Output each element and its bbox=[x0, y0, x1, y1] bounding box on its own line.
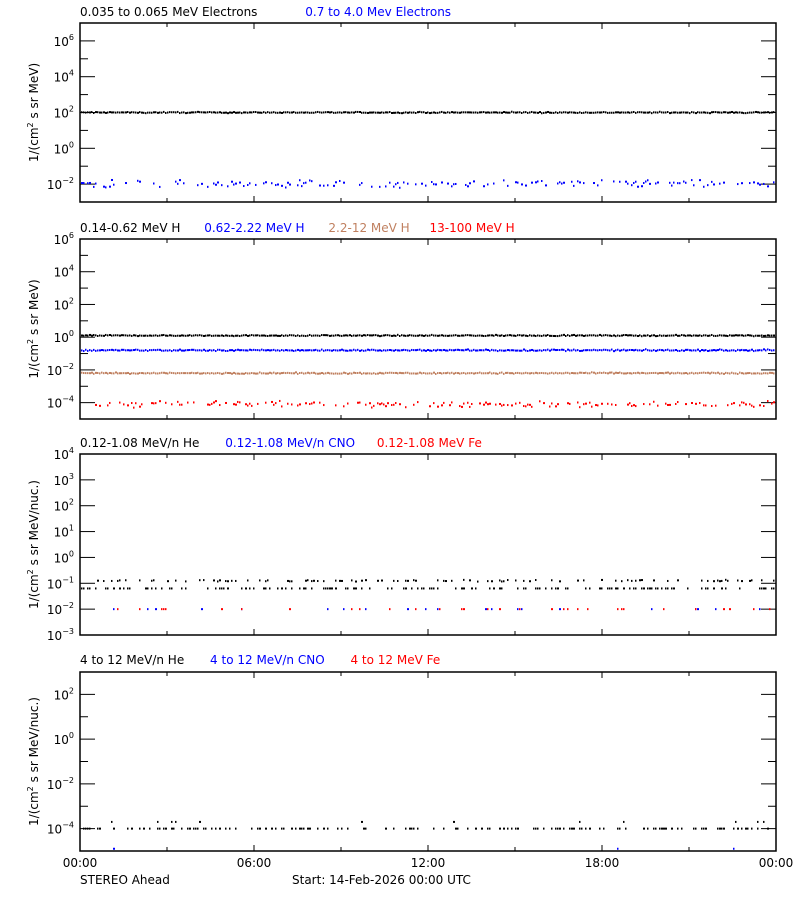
y-tick-label: 102 bbox=[54, 686, 74, 702]
y-tick-label: 104 bbox=[54, 264, 74, 280]
legend-entry: 0.035 to 0.065 MeV Electrons bbox=[80, 5, 258, 19]
y-tick-label: 102 bbox=[54, 296, 74, 312]
x-tick-label: 12:00 bbox=[410, 856, 446, 870]
start-time-label: Start: 14-Feb-2026 00:00 UTC bbox=[292, 873, 471, 887]
x-tick-label: 18:00 bbox=[584, 856, 620, 870]
y-tick-label: 100 bbox=[54, 731, 74, 747]
legend-entry: 2.2-12 MeV H bbox=[328, 221, 410, 235]
y-tick-label: 106 bbox=[54, 231, 74, 247]
plot-frame bbox=[79, 671, 777, 852]
y-axis-label: 1/(cm2 s sr MeV/nuc.) bbox=[26, 480, 41, 609]
y-tick-label: 100 bbox=[54, 329, 74, 345]
legend-entry: 0.12-1.08 MeV/n He bbox=[80, 436, 200, 450]
panel-3: 104 103 102 101 100 10−1 10−2 10−3 1/(cm2 s sr M… bbox=[26, 446, 777, 643]
y-tick-label: 10−2 bbox=[47, 601, 74, 617]
y-tick-label: 100 bbox=[54, 140, 74, 156]
y-tick-label: 103 bbox=[54, 472, 74, 488]
legend-entry: 4 to 12 MeV/n CNO bbox=[210, 653, 325, 667]
legend-entry: 0.12-1.08 MeV/n CNO bbox=[225, 436, 356, 450]
data-points bbox=[81, 333, 775, 409]
legend-entry: 4 to 12 MeV Fe bbox=[350, 653, 441, 667]
x-tick-label: 00:00 bbox=[758, 856, 794, 870]
panel-4: 102 100 10−2 10−4 1/(cm2 s sr MeV/nuc.) bbox=[26, 671, 777, 852]
x-tick-label: 00:00 bbox=[62, 856, 98, 870]
y-axis-label: 1/(cm2 s sr MeV) bbox=[26, 63, 41, 162]
panel-1: 106 104 102 100 10−2 1/(cm2 s sr MeV) bbox=[26, 22, 777, 203]
spacecraft-label: STEREO Ahead bbox=[80, 873, 170, 887]
y-axis-label: 1/(cm2 s sr MeV) bbox=[26, 279, 41, 378]
y-tick-label: 104 bbox=[54, 69, 74, 85]
plot-frame bbox=[79, 453, 777, 636]
y-tick-label: 101 bbox=[54, 524, 74, 540]
plot-frame bbox=[79, 238, 777, 420]
legend-entry: 0.62-2.22 MeV H bbox=[204, 221, 305, 235]
data-points bbox=[83, 820, 769, 850]
y-tick-label: 10−2 bbox=[47, 776, 74, 792]
y-tick-label: 100 bbox=[54, 549, 74, 565]
y-tick-label: 10−3 bbox=[47, 627, 74, 643]
legend-panel-2: 0.14-0.62 MeV H 0.62-2.22 MeV H 2.2-12 M… bbox=[80, 221, 515, 235]
legend-panel-1: 0.035 to 0.065 MeV Electrons 0.7 to 4.0 … bbox=[80, 5, 451, 19]
y-tick-label: 10−4 bbox=[47, 395, 74, 411]
data-points bbox=[81, 578, 775, 611]
y-tick-label: 102 bbox=[54, 498, 74, 514]
x-tick-label: 06:00 bbox=[236, 856, 272, 870]
y-axis-label: 1/(cm2 s sr MeV/nuc.) bbox=[26, 697, 41, 826]
legend-panel-4: 4 to 12 MeV/n He 4 to 12 MeV/n CNO 4 to … bbox=[80, 653, 440, 667]
y-tick-label: 102 bbox=[54, 105, 74, 121]
y-tick-label: 106 bbox=[54, 33, 74, 49]
legend-entry: 13-100 MeV H bbox=[429, 221, 515, 235]
panel-2: 106 104 102 100 10−2 10−4 1/(cm2 s sr MeV) bbox=[26, 231, 777, 420]
y-tick-label: 10−2 bbox=[47, 362, 74, 378]
y-tick-label: 10−1 bbox=[47, 575, 74, 591]
legend-entry: 0.12-1.08 MeV Fe bbox=[376, 436, 482, 450]
legend-entry: 0.7 to 4.0 Mev Electrons bbox=[305, 5, 452, 19]
y-tick-label: 10−2 bbox=[47, 176, 74, 192]
data-points bbox=[81, 110, 775, 189]
y-tick-label: 104 bbox=[54, 446, 74, 462]
legend-panel-3: 0.12-1.08 MeV/n He 0.12-1.08 MeV/n CNO 0… bbox=[80, 436, 482, 450]
y-tick-label: 10−4 bbox=[47, 821, 74, 837]
legend-entry: 0.14-0.62 MeV H bbox=[80, 221, 181, 235]
legend-entry: 4 to 12 MeV/n He bbox=[80, 653, 185, 667]
